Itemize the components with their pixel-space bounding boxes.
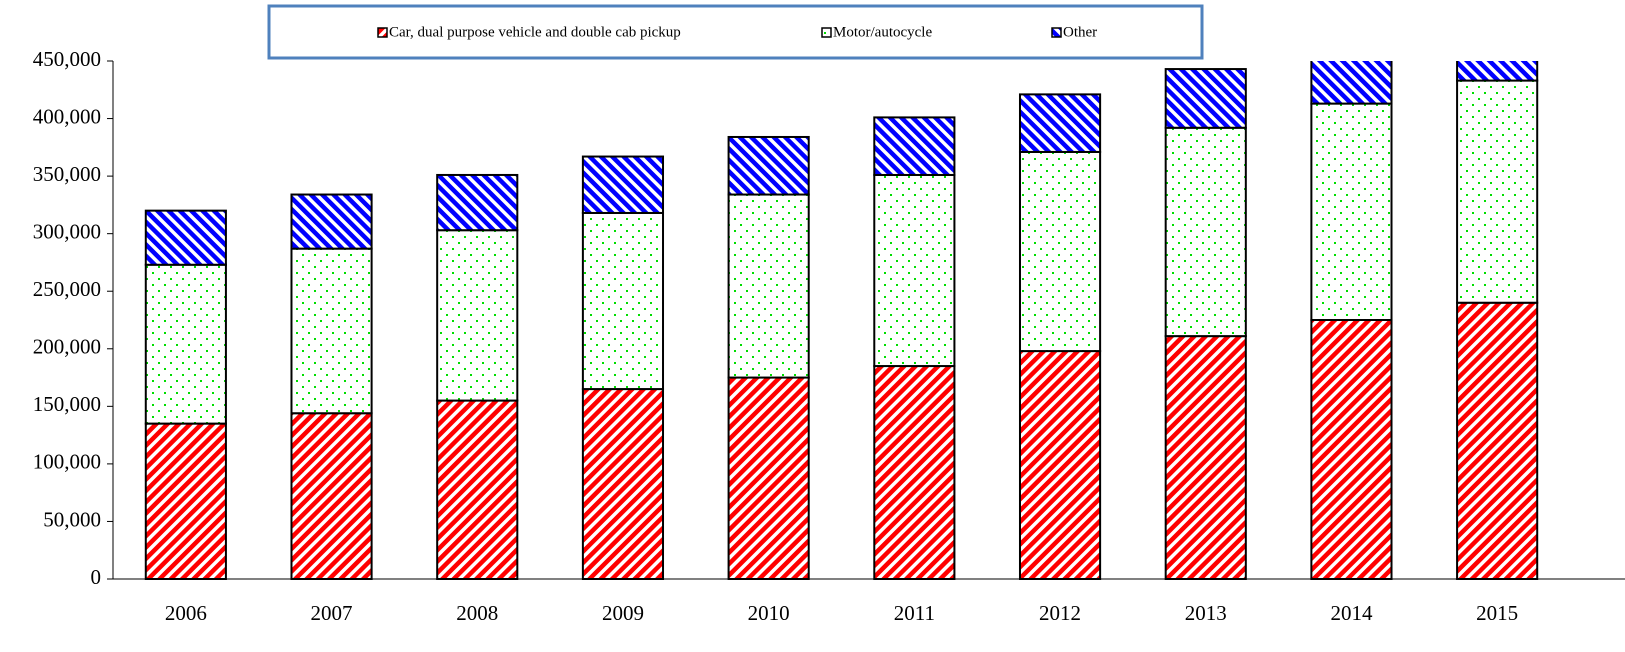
bar-segment (581, 388, 665, 580)
legend-swatch (1051, 27, 1062, 38)
legend-swatch (377, 27, 388, 38)
bar-segment (1310, 319, 1393, 580)
legend-box (267, 4, 1204, 60)
y-tick-label: 0 (91, 565, 102, 589)
bar-segment (144, 422, 227, 580)
bar-segment (873, 173, 956, 368)
bar-segment (581, 211, 665, 391)
x-tick-label: 2015 (1476, 601, 1518, 625)
y-tick-label: 250,000 (33, 277, 101, 301)
y-tick-label: 300,000 (33, 219, 101, 243)
bar-segment (1310, 61, 1393, 105)
legend-swatch (821, 27, 832, 38)
x-tick-label: 2010 (748, 601, 790, 625)
bar-segment (144, 209, 227, 266)
y-tick-label: 350,000 (33, 162, 101, 186)
legend-label: Car, dual purpose vehicle and double cab… (389, 24, 681, 40)
x-tick-label: 2012 (1039, 601, 1081, 625)
bar-segment (1018, 93, 1102, 153)
bar-segment (1164, 335, 1247, 580)
bar-segment (1018, 350, 1102, 580)
bar-segment (436, 229, 519, 402)
bar-segment (290, 193, 373, 250)
bar-segment (1164, 68, 1247, 129)
bar-segment (1310, 102, 1393, 321)
bar-segment (436, 399, 519, 580)
y-tick-label: 200,000 (33, 335, 101, 359)
x-tick-label: 2008 (456, 601, 498, 625)
bar-segment (1164, 126, 1247, 338)
bar-segment (144, 263, 227, 425)
bar-segment (727, 135, 810, 196)
y-tick-label: 150,000 (33, 392, 101, 416)
legend-label: Other (1063, 24, 1097, 40)
bar-segment (873, 116, 956, 176)
bar-segment (290, 412, 373, 580)
y-tick-label: 50,000 (43, 507, 101, 531)
x-tick-label: 2013 (1185, 601, 1227, 625)
plot-area (144, 61, 1539, 580)
x-tick-label: 2011 (894, 601, 935, 625)
bar-segment (581, 155, 665, 214)
y-tick-label: 400,000 (33, 104, 101, 128)
bar-segment (727, 193, 810, 379)
x-tick-label: 2009 (602, 601, 644, 625)
bar-segment (1456, 61, 1539, 82)
bar-segment (1018, 150, 1102, 353)
bar-segment (1456, 301, 1539, 580)
bar-segment (1456, 79, 1539, 304)
bar-segment (873, 365, 956, 580)
x-tick-label: 2006 (165, 601, 207, 625)
bar-segment (436, 173, 519, 232)
bar-segment (290, 247, 373, 415)
bar-segment (727, 376, 810, 580)
x-tick-label: 2007 (311, 601, 353, 625)
x-tick-label: 2014 (1330, 601, 1373, 625)
y-tick-label: 450,000 (33, 47, 101, 71)
y-tick-label: 100,000 (33, 450, 101, 474)
legend-label: Motor/autocycle (833, 24, 932, 40)
